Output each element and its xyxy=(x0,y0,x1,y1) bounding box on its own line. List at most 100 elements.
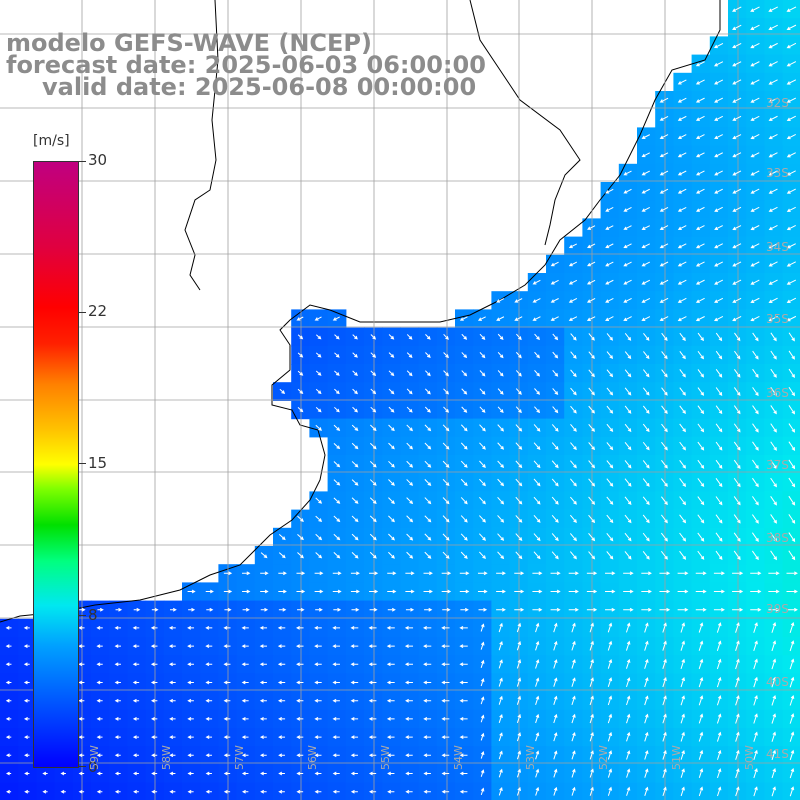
wind-arrow xyxy=(733,496,741,506)
wind-arrow xyxy=(570,424,577,432)
wind-arrow xyxy=(479,460,486,468)
wind-arrow xyxy=(315,334,322,340)
wind-arrow xyxy=(623,571,634,576)
wind-arrow xyxy=(624,532,632,542)
wind-arrow xyxy=(23,680,30,685)
lon-label: 53W xyxy=(524,745,537,770)
wind-arrow xyxy=(714,115,724,121)
wind-arrow xyxy=(713,589,725,594)
wind-arrow xyxy=(570,369,577,378)
wind-arrow xyxy=(350,662,359,667)
wind-arrow xyxy=(424,533,432,541)
wind-arrow xyxy=(624,333,632,341)
wind-arrow xyxy=(751,514,759,524)
wind-arrow xyxy=(753,658,758,670)
wind-arrow xyxy=(423,771,431,776)
wind-arrow xyxy=(388,334,395,340)
wind-arrow xyxy=(750,188,760,194)
wind-arrow xyxy=(368,662,377,667)
wind-arrow xyxy=(626,713,631,724)
wind-arrow xyxy=(333,533,341,541)
wind-arrow xyxy=(478,551,486,560)
wind-arrow xyxy=(114,771,121,776)
wind-arrow xyxy=(352,334,358,340)
wind-arrow xyxy=(735,640,740,651)
wind-arrow xyxy=(733,368,741,378)
wind-arrow xyxy=(753,676,758,688)
wind-arrow xyxy=(333,479,341,486)
wind-arrow xyxy=(297,533,304,541)
wind-arrow xyxy=(277,626,286,630)
wind-arrow xyxy=(96,771,103,776)
wind-arrow xyxy=(96,789,103,794)
wind-arrow xyxy=(460,607,469,612)
wind-arrow xyxy=(514,316,523,321)
wind-arrow xyxy=(5,644,12,648)
wind-arrow xyxy=(461,370,468,377)
wind-arrow xyxy=(661,405,668,414)
wind-arrow xyxy=(369,551,377,559)
wind-arrow xyxy=(497,478,505,487)
wind-arrow xyxy=(386,717,395,721)
wind-arrow xyxy=(516,677,522,687)
wind-arrow xyxy=(552,388,559,395)
wind-arrow xyxy=(789,621,795,633)
wind-arrow xyxy=(498,695,503,705)
wind-arrow xyxy=(223,698,231,703)
wind-arrow xyxy=(78,717,85,721)
wind-arrow xyxy=(278,534,286,541)
wind-arrow xyxy=(406,497,414,505)
wind-arrow xyxy=(662,658,667,669)
wind-arrow xyxy=(644,786,649,796)
wind-arrow xyxy=(587,243,596,249)
wind-arrow xyxy=(370,334,377,340)
wind-arrow xyxy=(443,388,450,395)
wind-arrow xyxy=(788,441,796,451)
wind-arrow xyxy=(535,732,540,742)
wind-arrow xyxy=(589,658,594,669)
wind-arrow xyxy=(441,735,450,739)
wind-arrow xyxy=(241,626,249,630)
wind-arrow xyxy=(786,97,797,103)
wind-arrow xyxy=(133,607,141,612)
wind-arrow xyxy=(459,316,468,321)
wind-arrow xyxy=(788,405,796,415)
wind-arrow xyxy=(404,662,413,667)
wind-arrow xyxy=(187,735,194,739)
wind-arrow xyxy=(23,698,30,703)
wind-arrow xyxy=(497,424,504,432)
wind-arrow xyxy=(132,680,140,685)
wind-arrow xyxy=(771,640,777,652)
wind-arrow xyxy=(297,334,304,340)
wind-arrow xyxy=(677,316,687,322)
wind-arrow xyxy=(479,515,486,523)
wind-arrow xyxy=(532,298,541,303)
wind-arrow xyxy=(132,717,140,721)
wind-arrow xyxy=(550,261,559,267)
wind-arrow xyxy=(314,644,322,648)
wind-arrow xyxy=(788,532,796,543)
wind-arrow xyxy=(571,768,576,778)
wind-arrow xyxy=(5,771,12,776)
wind-arrow xyxy=(679,532,687,542)
wind-arrow xyxy=(332,626,341,630)
wind-arrow xyxy=(677,225,687,230)
wind-arrow xyxy=(642,496,650,506)
wind-arrow xyxy=(714,188,723,194)
wind-arrow xyxy=(480,787,485,796)
wind-arrow xyxy=(386,680,395,685)
wind-arrow xyxy=(151,789,158,794)
wind-arrow xyxy=(716,622,722,633)
wind-arrow xyxy=(770,405,777,415)
colorbar-tick-30: 30 xyxy=(88,151,108,169)
wind-arrow xyxy=(770,514,777,524)
wind-arrow xyxy=(698,731,704,742)
wind-arrow xyxy=(332,789,340,794)
wind-arrow xyxy=(679,423,686,433)
wind-arrow xyxy=(753,768,758,779)
wind-arrow xyxy=(260,753,267,758)
wind-arrow xyxy=(770,477,777,488)
wind-arrow xyxy=(370,406,377,413)
wind-arrow xyxy=(388,406,395,413)
wind-arrow xyxy=(768,115,778,121)
